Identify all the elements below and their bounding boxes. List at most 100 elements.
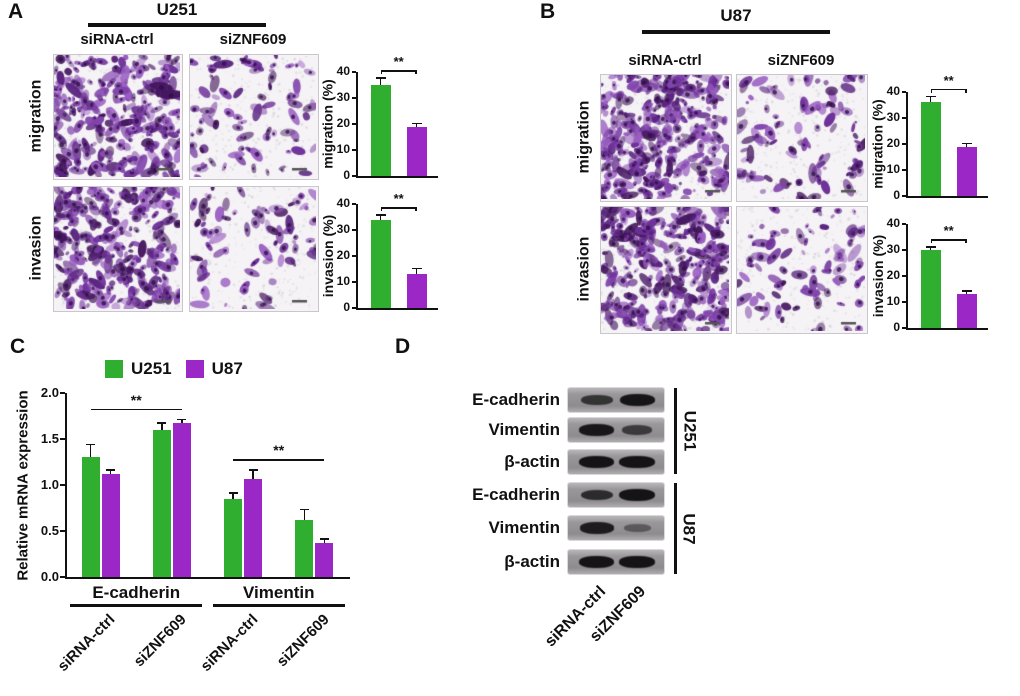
microscopy-canvas (601, 207, 729, 331)
y-tick (352, 175, 356, 177)
error-bar (303, 508, 306, 520)
blot-u251-vimentin (568, 418, 664, 442)
panel-d-label: D (395, 335, 411, 358)
row-label-text: migration (575, 100, 593, 174)
row-label-text: invasion (27, 215, 44, 281)
y-tick-label: 0 (343, 300, 350, 314)
y-tick (352, 307, 356, 309)
bar (920, 102, 941, 196)
x-group-label-text: siZNF609 (130, 611, 190, 671)
y-tick (902, 143, 906, 145)
panel-c: C U251 U87 Relative mRNA expression 0.0 0.… (10, 335, 385, 696)
y-tick (352, 71, 356, 73)
x-axis (356, 176, 438, 178)
y-tick-label: 30 (336, 222, 350, 236)
legend-swatch-u87 (185, 360, 204, 378)
protein-band (619, 489, 655, 501)
legend-swatch-u251 (105, 360, 123, 378)
group-label-text: U251 (680, 410, 700, 452)
y-tick (902, 301, 906, 303)
y-tick-label: 20 (886, 268, 900, 282)
error-bar-cap (228, 492, 238, 494)
error-bar-cap (925, 246, 936, 248)
y-tick (60, 392, 65, 394)
protein-band (581, 395, 613, 405)
sig-end (380, 70, 383, 75)
y-axis (906, 92, 908, 196)
column-label-siznf609: siZNF609 (767, 52, 835, 69)
bar (244, 478, 263, 577)
gene-underline (212, 604, 345, 607)
group-label-u87: U87 (678, 483, 700, 574)
sig-end (380, 207, 383, 212)
row-label-invasion: invasion (572, 206, 596, 332)
bar (370, 219, 391, 308)
x-group-label-text: siRNA-ctrl (54, 611, 119, 675)
x-axis (356, 308, 438, 310)
legend-label-u87: U87 (211, 359, 243, 378)
sig-label: ** (393, 54, 404, 70)
legend-label-u251: U251 (131, 359, 172, 378)
microscopy-canvas (601, 75, 729, 199)
error-bar (89, 443, 92, 458)
error-bar-cap (925, 95, 936, 98)
column-label-sirna-ctrl: siRNA-ctrl (80, 31, 154, 48)
error-bar (415, 267, 418, 275)
bar (315, 542, 334, 577)
y-axis (906, 224, 908, 328)
error-bar-cap (177, 418, 187, 421)
panel-b: B U87 siRNA-ctrl siZNF609 migration inva… (540, 0, 1020, 340)
x-group-label-text: siRNA-ctrl (197, 611, 262, 675)
sig-end (930, 239, 933, 244)
error-bar-cap (961, 142, 972, 145)
error-bar-cap (157, 422, 167, 424)
sig-line (233, 459, 325, 461)
row-label-text: invasion (575, 236, 592, 302)
legend: U251 U87 (105, 359, 243, 379)
chart-u251-invasion: invasion (%) 0 10 20 30 40 ** (320, 184, 442, 314)
x-axis (65, 577, 350, 579)
error-bar (379, 214, 382, 220)
y-tick-label: 30 (336, 90, 350, 104)
error-bar-cap (411, 267, 422, 270)
y-tick (902, 223, 906, 225)
sig-label: ** (273, 442, 285, 459)
microscopy-canvas (737, 75, 865, 199)
y-tick (352, 123, 356, 125)
error-bar-cap (375, 77, 386, 79)
blot-u251-bactin (568, 450, 664, 474)
y-tick (352, 149, 356, 151)
bar (920, 250, 941, 328)
y-tick-label: 1.0 (40, 477, 59, 492)
y-tick-label: 40 (886, 84, 900, 98)
bar (172, 423, 191, 577)
error-bar (161, 422, 163, 430)
sig-line (90, 408, 182, 411)
blot-u87-bactin (568, 550, 664, 574)
y-tick-label: 10 (886, 162, 900, 176)
error-bar-cap (961, 290, 972, 292)
group-label-u251: U251 (678, 388, 700, 474)
y-axis (356, 72, 358, 176)
protein-band (579, 556, 615, 568)
error-bar (965, 142, 968, 147)
error-bar (965, 290, 968, 295)
blot-label-vimentin-u87: Vimentin (488, 518, 560, 537)
row-label-text: migration (27, 79, 45, 153)
protein-band (619, 394, 655, 406)
bar (406, 274, 427, 308)
protein-band (579, 456, 615, 468)
y-tick-label: 10 (336, 274, 350, 288)
blot-label-ecadherin-u251: E-cadherin (472, 390, 560, 409)
y-tick (902, 249, 906, 251)
transwell-image-u251-migration-ctrl (53, 54, 183, 180)
group-bracket-u251 (674, 388, 677, 474)
sig-label: ** (393, 191, 404, 207)
bar (406, 126, 427, 176)
y-tick-label: 1.5 (40, 431, 59, 446)
y-tick-label: 30 (886, 110, 900, 124)
y-tick-label: 20 (886, 136, 900, 150)
microscopy-canvas (54, 187, 180, 309)
error-bar (252, 469, 254, 479)
